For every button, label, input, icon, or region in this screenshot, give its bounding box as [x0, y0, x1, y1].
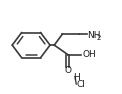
Text: Cl: Cl: [77, 80, 86, 89]
Text: O: O: [65, 66, 72, 75]
Text: NH: NH: [88, 31, 101, 40]
Text: H: H: [73, 73, 80, 82]
Text: 2: 2: [96, 35, 101, 41]
Text: OH: OH: [83, 50, 97, 60]
